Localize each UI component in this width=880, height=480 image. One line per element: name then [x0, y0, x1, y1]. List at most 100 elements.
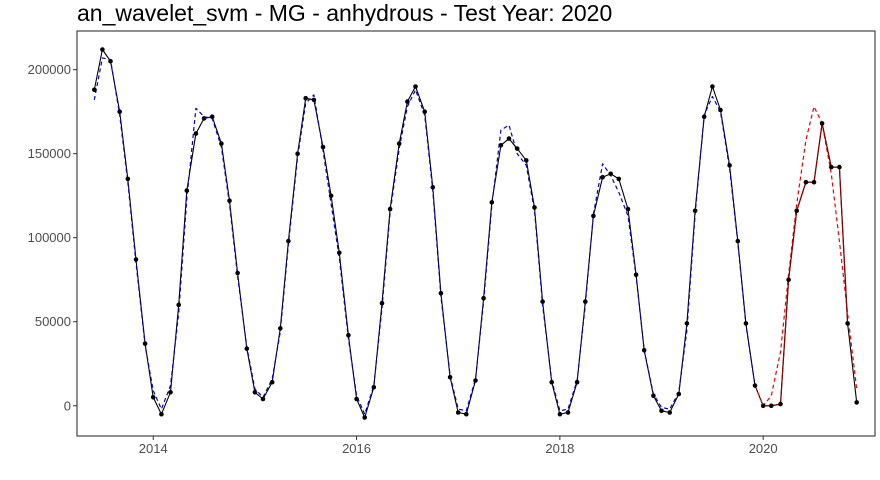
data-point: [117, 109, 122, 114]
data-point: [735, 238, 741, 244]
data-point: [625, 206, 631, 212]
data-point: [387, 206, 393, 212]
data-point: [278, 326, 283, 331]
data-point: [473, 378, 478, 383]
data-point: [524, 158, 529, 163]
data-point: [430, 185, 436, 190]
x-tick-label: 2016: [342, 441, 371, 456]
data-point: [506, 136, 512, 141]
data-point: [328, 193, 334, 198]
data-point: [193, 131, 199, 136]
data-point: [176, 302, 181, 308]
data-point: [286, 238, 291, 244]
x-tick-label: 2014: [139, 441, 168, 456]
series-line-test-forecast: [754, 105, 858, 407]
x-tick-label: 2018: [545, 441, 574, 456]
data-point: [549, 379, 554, 385]
data-point: [718, 107, 723, 113]
data-point: [464, 411, 469, 417]
data-point: [489, 200, 495, 205]
data-point: [379, 300, 385, 306]
data-point: [583, 299, 588, 304]
data-point: [346, 332, 351, 338]
data-point: [659, 408, 664, 414]
data-point: [311, 97, 317, 103]
data-point: [422, 109, 428, 114]
data-point: [829, 164, 834, 170]
data-point: [209, 114, 215, 119]
data-point: [405, 99, 410, 104]
y-tick-label: 150000: [28, 146, 71, 161]
y-tick-label: 50000: [35, 314, 71, 329]
data-point: [100, 47, 105, 52]
y-tick-label: 100000: [28, 230, 71, 245]
data-point: [557, 411, 563, 417]
axes-layer: 0 50000 100000 150000 200000 2014 2016 2018 2020: [28, 62, 778, 456]
data-point: [108, 58, 113, 64]
data-point: [295, 151, 300, 156]
data-point: [811, 179, 817, 185]
data-point: [667, 410, 672, 415]
data-point: [201, 116, 207, 121]
data-point: [168, 390, 173, 395]
data-point: [447, 374, 453, 380]
data-point: [803, 179, 809, 185]
data-point: [244, 346, 250, 351]
data-point: [396, 141, 402, 146]
chart-title: an_wavelet_svm - MG - anhydrous - Test Y…: [77, 0, 613, 26]
data-point: [794, 208, 799, 214]
data-point: [540, 299, 545, 304]
data-point: [752, 383, 758, 388]
data-point: [837, 164, 842, 170]
data-point: [778, 401, 783, 407]
data-point: [92, 87, 97, 93]
data-point: [125, 176, 131, 182]
data-point: [710, 84, 715, 89]
data-point: [819, 121, 825, 126]
points-layer: [92, 47, 859, 420]
data-point: [455, 410, 461, 415]
data-point: [608, 171, 613, 177]
data-point: [362, 415, 368, 420]
data-point: [676, 391, 682, 397]
data-point: [142, 341, 148, 346]
data-point: [269, 379, 275, 385]
data-point: [591, 213, 596, 219]
data-point: [760, 403, 766, 409]
data-point: [227, 198, 232, 203]
x-tick-label: 2020: [749, 441, 778, 456]
data-point: [727, 163, 732, 168]
data-point: [769, 403, 774, 409]
data-point: [219, 141, 224, 146]
data-point: [235, 270, 240, 276]
data-point: [845, 321, 850, 326]
y-tick-label: 200000: [28, 62, 71, 77]
data-point: [633, 272, 639, 278]
data-point: [651, 393, 656, 399]
data-point: [133, 257, 139, 262]
data-point: [616, 176, 622, 182]
data-point: [354, 396, 359, 402]
data-point: [684, 321, 690, 326]
data-point: [413, 84, 418, 89]
data-point: [532, 205, 537, 210]
data-point: [786, 277, 791, 283]
data-point: [514, 146, 520, 151]
data-point: [743, 321, 749, 326]
data-point: [303, 95, 309, 101]
data-point: [320, 144, 326, 150]
data-point: [701, 114, 707, 119]
data-point: [438, 290, 444, 296]
data-point: [150, 395, 156, 400]
y-tick-label: 0: [64, 398, 71, 413]
data-point: [371, 385, 377, 390]
data-point: [252, 390, 258, 395]
data-point: [184, 188, 190, 193]
data-point: [565, 410, 571, 415]
data-point: [692, 208, 698, 214]
data-point: [498, 143, 504, 148]
data-point: [159, 411, 164, 417]
data-point: [641, 348, 647, 353]
data-point: [260, 396, 266, 402]
